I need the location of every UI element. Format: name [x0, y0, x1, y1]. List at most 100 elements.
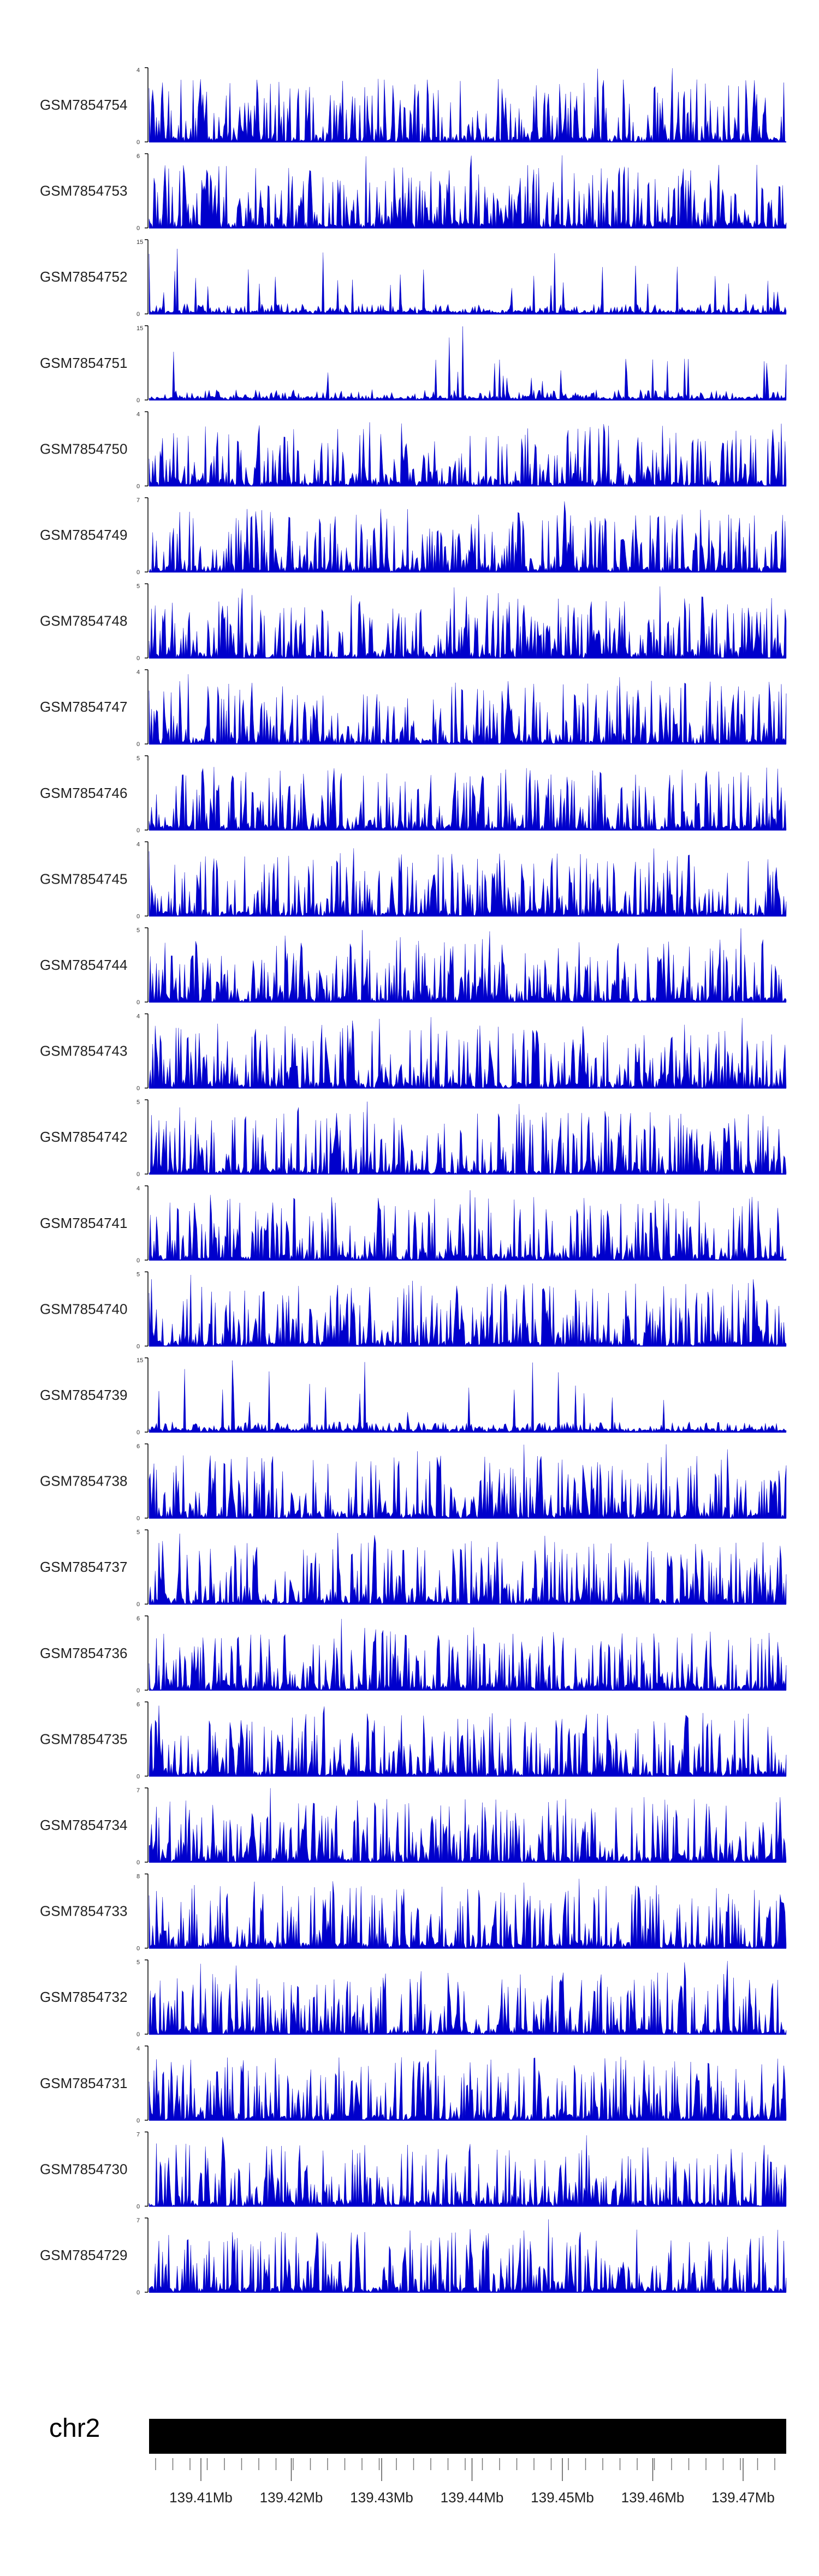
track-label: GSM7854753 [40, 183, 127, 199]
x-axis: 139.41Mb 139.42Mb 139.43Mb 139.44Mb 139.45Mb… [155, 2458, 775, 2506]
coverage-area [149, 501, 787, 573]
y-axis-min-label: 0 [136, 1086, 140, 1092]
y-axis-max-label: 5 [136, 1529, 140, 1536]
y-axis-min-label: 0 [136, 569, 140, 576]
y-axis-max-label: 6 [136, 1444, 140, 1450]
track-label: GSM7854731 [40, 2075, 127, 2091]
y-axis-max-label: 5 [136, 1959, 140, 1966]
track-label: GSM7854735 [40, 1731, 127, 1747]
track-label: GSM7854736 [40, 1645, 127, 1661]
track-GSM7854754: GSM7854754 4 0 [40, 67, 787, 146]
y-axis-max-label: 6 [136, 1701, 140, 1708]
y-axis-max-label: 15 [136, 325, 143, 332]
track-GSM7854733: GSM7854733 8 0 [40, 1874, 787, 1952]
track-GSM7854734: GSM7854734 7 0 [40, 1787, 787, 1866]
track-GSM7854751: GSM7854751 15 0 [40, 325, 787, 404]
track-label: GSM7854739 [40, 1387, 127, 1403]
track-GSM7854744: GSM7854744 5 0 [40, 927, 787, 1006]
coverage-area [149, 1706, 787, 1776]
coverage-area [149, 155, 787, 229]
y-axis-min-label: 0 [136, 139, 140, 146]
y-axis-min-label: 0 [136, 1516, 140, 1522]
coverage-area [149, 326, 787, 401]
track-label: GSM7854732 [40, 1989, 127, 2005]
coverage-area [149, 1101, 787, 1174]
coverage-tracks: GSM785475440GSM785475360GSM7854752150GSM… [40, 67, 787, 2296]
track-label: GSM7854742 [40, 1129, 127, 1145]
y-axis-min-label: 0 [136, 1601, 140, 1608]
track-label: GSM7854748 [40, 613, 127, 629]
track-GSM7854738: GSM7854738 6 0 [40, 1444, 787, 1522]
track-GSM7854739: GSM7854739 15 0 [40, 1357, 787, 1436]
coverage-area [149, 1533, 787, 1605]
coverage-area [149, 928, 787, 1003]
y-axis-max-label: 4 [136, 67, 140, 74]
track-GSM7854753: GSM7854753 6 0 [40, 153, 787, 232]
coverage-area [149, 2049, 787, 2121]
chromosome-label: chr2 [49, 2414, 100, 2443]
track-label: GSM7854729 [40, 2247, 127, 2263]
track-GSM7854732: GSM7854732 5 0 [40, 1959, 787, 2038]
y-axis-min-label: 0 [136, 999, 140, 1006]
y-axis-min-label: 0 [136, 2118, 140, 2124]
y-axis-max-label: 5 [136, 1271, 140, 1278]
track-GSM7854731: GSM7854731 4 0 [40, 2046, 787, 2124]
y-axis-max-label: 4 [136, 2046, 140, 2052]
y-axis-min-label: 0 [136, 1171, 140, 1178]
coverage-area [149, 2135, 787, 2207]
coverage-area [149, 1360, 787, 1433]
y-axis-min-label: 0 [136, 1859, 140, 1866]
track-label: GSM7854744 [40, 957, 127, 973]
track-label: GSM7854734 [40, 1817, 127, 1833]
y-axis-min-label: 0 [136, 2031, 140, 2038]
y-axis-max-label: 15 [136, 1357, 143, 1364]
coverage-area [149, 1190, 787, 1261]
y-axis-max-label: 4 [136, 1013, 140, 1020]
coverage-area [149, 1444, 787, 1519]
coverage-area [149, 422, 787, 487]
track-GSM7854740: GSM7854740 5 0 [40, 1271, 787, 1350]
y-axis-min-label: 0 [136, 2203, 140, 2210]
y-axis-max-label: 15 [136, 239, 143, 246]
coverage-area [149, 1017, 787, 1089]
track-label: GSM7854747 [40, 699, 127, 715]
x-tick-label: 139.43Mb [350, 2489, 413, 2506]
y-axis-min-label: 0 [136, 2289, 140, 2296]
track-label: GSM7854733 [40, 1903, 127, 1919]
track-label: GSM7854745 [40, 870, 127, 887]
y-axis-min-label: 0 [136, 913, 140, 920]
y-axis-max-label: 7 [136, 2217, 140, 2224]
coverage-area [149, 1879, 787, 1948]
track-label: GSM7854746 [40, 785, 127, 801]
track-GSM7854749: GSM7854749 7 0 [40, 497, 787, 576]
track-GSM7854736: GSM7854736 6 0 [40, 1615, 787, 1694]
coverage-area [149, 1274, 787, 1347]
coverage-area [149, 2219, 787, 2293]
y-axis-max-label: 4 [136, 411, 140, 418]
coverage-area [149, 674, 787, 744]
y-axis-min-label: 0 [136, 397, 140, 404]
x-tick-label: 139.47Mb [711, 2489, 775, 2506]
track-GSM7854735: GSM7854735 6 0 [40, 1701, 787, 1780]
track-label: GSM7854754 [40, 97, 127, 113]
y-axis-min-label: 0 [136, 483, 140, 490]
track-label: GSM7854737 [40, 1559, 127, 1575]
track-GSM7854743: GSM7854743 4 0 [40, 1013, 787, 1092]
coverage-area [149, 1788, 787, 1863]
y-axis-min-label: 0 [136, 311, 140, 318]
y-axis-max-label: 4 [136, 669, 140, 676]
coverage-area [149, 1619, 787, 1691]
y-axis-max-label: 4 [136, 841, 140, 848]
coverage-area [149, 848, 787, 917]
track-label: GSM7854738 [40, 1473, 127, 1489]
y-axis-max-label: 7 [136, 497, 140, 504]
track-GSM7854750: GSM7854750 4 0 [40, 411, 787, 490]
x-tick-label: 139.45Mb [531, 2489, 594, 2506]
y-axis-max-label: 5 [136, 927, 140, 934]
coverage-area [149, 586, 787, 659]
track-label: GSM7854741 [40, 1215, 127, 1231]
track-label: GSM7854743 [40, 1043, 127, 1059]
track-label: GSM7854740 [40, 1301, 127, 1317]
y-axis-min-label: 0 [136, 1343, 140, 1350]
track-GSM7854752: GSM7854752 15 0 [40, 239, 787, 318]
